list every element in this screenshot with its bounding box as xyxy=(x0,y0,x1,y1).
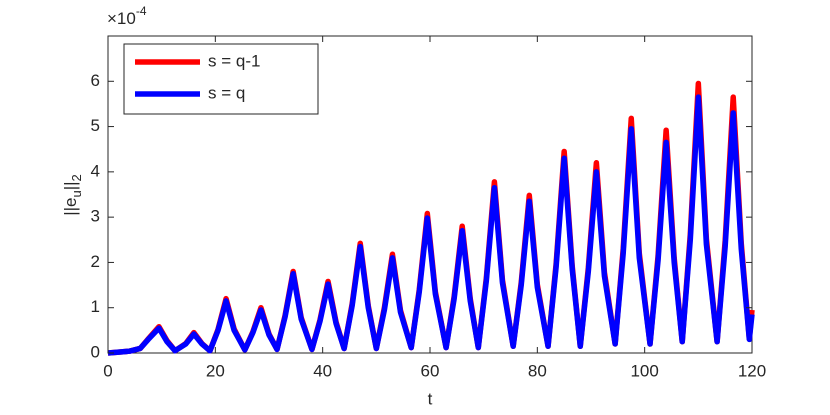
x-tick-label: 80 xyxy=(528,361,547,380)
y-tick-label: 1 xyxy=(91,297,100,316)
y-tick-label: 3 xyxy=(91,207,100,226)
y-label-part: 2 xyxy=(69,174,84,181)
y-label-part: ||e xyxy=(61,198,80,216)
y-axis-label: ||eu||2 xyxy=(61,174,84,216)
x-axis-label: t xyxy=(428,389,433,408)
y-scale-base: ×10 xyxy=(107,9,136,28)
x-tick-label: 0 xyxy=(103,361,112,380)
y-tick-label: 0 xyxy=(91,342,100,361)
legend-box xyxy=(123,43,319,115)
x-tick-label: 120 xyxy=(738,361,766,380)
x-tick-label: 60 xyxy=(421,361,440,380)
y-tick-label: 5 xyxy=(91,116,100,135)
legend-label: s = q-1 xyxy=(208,51,260,70)
plot-area xyxy=(107,80,755,356)
y-tick-label: 6 xyxy=(91,71,100,90)
y-label-part: || xyxy=(61,181,80,190)
x-tick-label: 40 xyxy=(313,361,332,380)
x-tick-label: 100 xyxy=(630,361,658,380)
y-tick-label: 2 xyxy=(91,252,100,271)
y-label-part: u xyxy=(69,190,84,197)
series-line xyxy=(107,94,755,356)
legend: s = q-1 s = q xyxy=(123,43,319,115)
x-tick-label: 20 xyxy=(206,361,225,380)
y-tick-label: 4 xyxy=(91,161,100,180)
y-scale-exponent: -4 xyxy=(136,4,147,18)
legend-label: s = q xyxy=(208,83,245,102)
y-scale-factor: ×10-4 xyxy=(107,4,147,28)
